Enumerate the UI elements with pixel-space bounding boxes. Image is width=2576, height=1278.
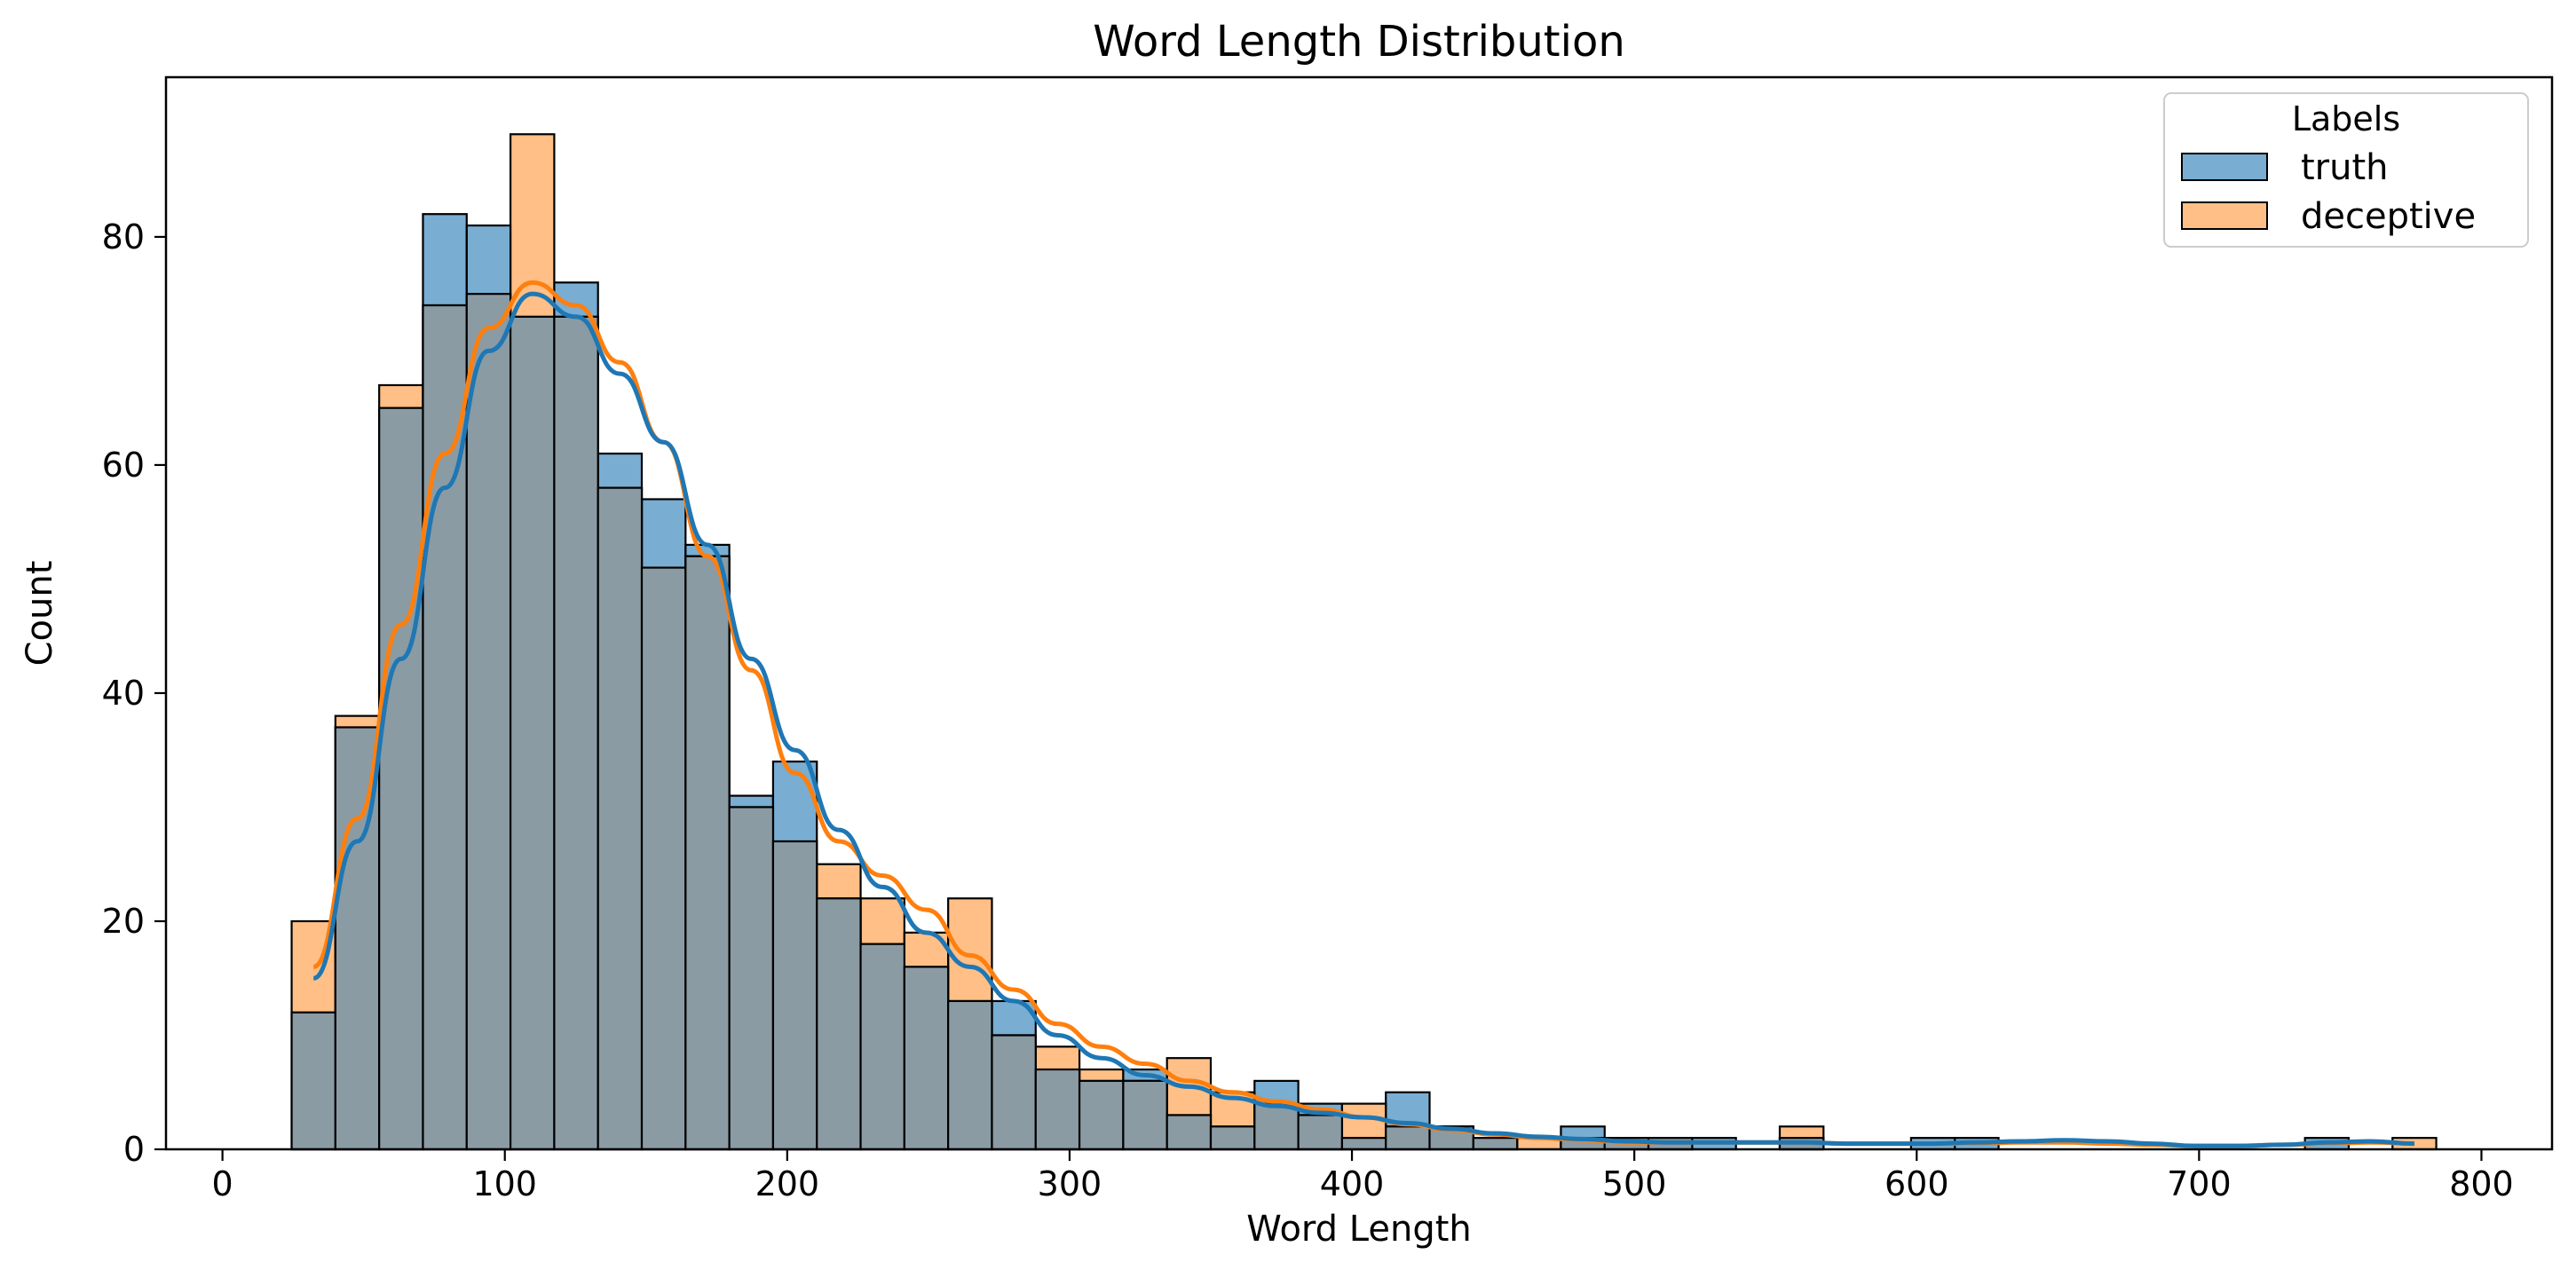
overlap-bar: [1209, 1125, 1256, 1151]
overlap-bars: [290, 293, 1825, 1151]
overlap-bar: [1472, 1137, 1519, 1151]
kde-line-truth: [312, 291, 2414, 1148]
overlap-bar: [684, 555, 731, 1151]
overlap-bar: [991, 1034, 1037, 1151]
x-tick-label: 100: [472, 1164, 537, 1203]
overlap-bar: [640, 566, 687, 1151]
x-tick-label: 600: [1885, 1164, 1949, 1203]
overlap-bar: [553, 315, 599, 1151]
y-tick-label: 0: [123, 1130, 145, 1169]
y-tick-label: 20: [102, 902, 145, 941]
x-tick-label: 500: [1602, 1164, 1667, 1203]
overlap-bar: [1166, 1114, 1213, 1151]
x-axis-label: Word Length: [1246, 1209, 1472, 1250]
overlap-bar: [465, 293, 512, 1151]
overlap-bar: [422, 304, 468, 1151]
x-tick-label: 800: [2449, 1164, 2514, 1203]
x-axis-ticks: 0 100 200 300 400 500 600 700 800: [212, 1149, 2514, 1203]
overlap-bar: [597, 486, 644, 1151]
overlap-bar: [509, 315, 556, 1151]
legend-label-truth: truth: [2301, 147, 2389, 188]
overlap-bar: [378, 406, 424, 1151]
overlap-bar: [728, 806, 775, 1151]
x-tick-label: 400: [1320, 1164, 1385, 1203]
overlap-bar: [859, 943, 905, 1151]
overlap-bar: [1078, 1079, 1125, 1151]
legend-label-deceptive: deceptive: [2301, 196, 2476, 237]
kde-lines: [312, 280, 2414, 1148]
legend-swatch-truth: [2181, 153, 2268, 181]
x-tick-label: 700: [2167, 1164, 2232, 1203]
overlap-bar: [816, 897, 862, 1151]
x-tick-label: 0: [212, 1164, 233, 1203]
legend-swatch-deceptive: [2181, 201, 2268, 230]
overlap-bar: [1385, 1125, 1431, 1151]
chart-title: Word Length Distribution: [1093, 17, 1624, 67]
y-tick-label: 60: [102, 446, 145, 485]
overlap-bar: [1297, 1114, 1344, 1151]
overlap-bar: [771, 840, 818, 1151]
y-axis-ticks: 0 20 40 60 80: [102, 217, 166, 1169]
x-tick-label: 200: [755, 1164, 820, 1203]
x-tick-label: 300: [1038, 1164, 1102, 1203]
overlap-bar: [903, 966, 950, 1151]
overlap-bar: [1034, 1068, 1081, 1151]
y-axis-label: Count: [20, 561, 60, 667]
legend: Labels truth deceptive: [2163, 92, 2529, 248]
legend-title: Labels: [2292, 99, 2400, 138]
overlap-bar: [1122, 1079, 1168, 1151]
y-tick-label: 80: [102, 217, 145, 256]
plot-frame: [164, 75, 2554, 1151]
overlap-bar: [290, 1011, 336, 1151]
y-tick-label: 40: [102, 674, 145, 713]
overlap-bar: [1253, 1102, 1300, 1151]
overlap-bar: [1340, 1137, 1387, 1151]
overlap-bar: [947, 999, 993, 1151]
